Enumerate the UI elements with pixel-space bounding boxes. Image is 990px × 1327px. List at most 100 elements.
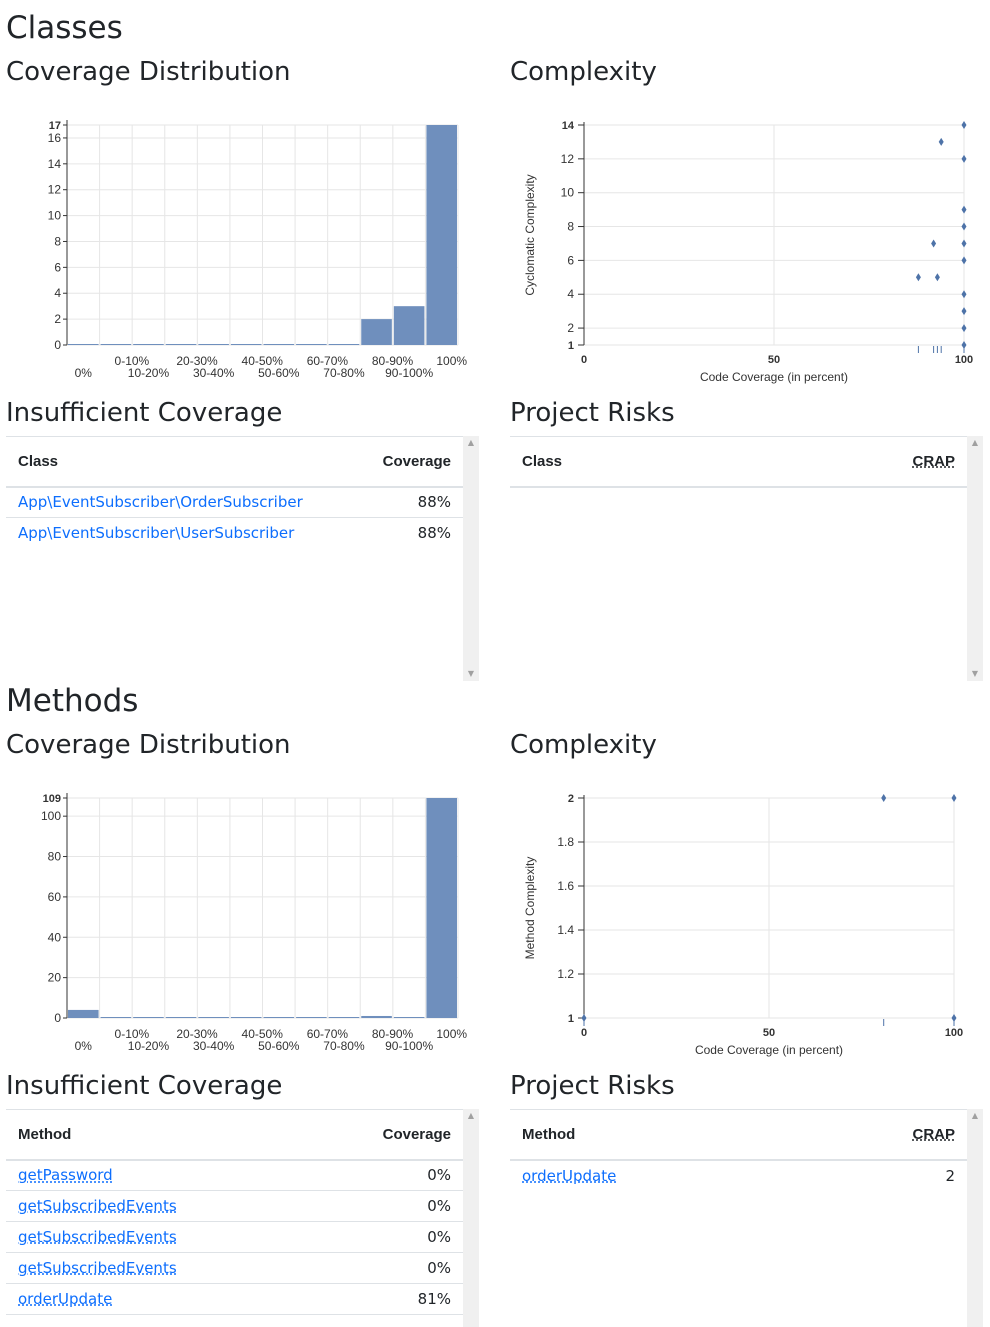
- scroll-down-arrow-icon[interactable]: ▼: [971, 669, 979, 678]
- data-point: [915, 273, 921, 282]
- x-tick-label: 80-90%: [372, 1027, 414, 1041]
- class-link[interactable]: App\EventSubscriber\UserSubscriber: [18, 524, 295, 543]
- x-tick-label: 100%: [436, 1027, 467, 1041]
- scroll-up-arrow-icon[interactable]: ▲: [971, 438, 979, 447]
- scroll-up-arrow-icon[interactable]: ▲: [467, 1111, 475, 1120]
- method-link[interactable]: getPassword: [18, 1166, 113, 1185]
- y-tick-label: 12: [561, 152, 575, 166]
- x-axis-title: Code Coverage (in percent): [700, 370, 848, 384]
- y-tick-label: 4: [567, 287, 574, 301]
- y-tick-label: 14: [48, 157, 62, 171]
- bar: [393, 306, 425, 345]
- y-tick-label: 60: [48, 890, 62, 904]
- method-link[interactable]: getSubscribedEvents: [18, 1197, 177, 1215]
- bar: [68, 344, 99, 345]
- table-row: getPassword 0%: [6, 1159, 463, 1191]
- method-link[interactable]: getSubscribedEvents: [18, 1259, 177, 1277]
- class-link[interactable]: App\EventSubscriber\OrderSubscriber: [18, 493, 303, 512]
- methods-complexity-chart: 0 50 100 1 1.2 1.4 1.6 1.8 2 Code Coverage (in pe…: [523, 793, 963, 1057]
- x-tick-label: 10-20%: [128, 1039, 170, 1053]
- y-tick-label: 8: [567, 220, 574, 234]
- bar: [133, 344, 164, 345]
- scroll-down-arrow-icon[interactable]: ▼: [467, 669, 475, 678]
- x-tick-label: 100%: [436, 354, 467, 368]
- data-point: [961, 324, 967, 333]
- scrollbar[interactable]: ▲ ▼: [463, 436, 479, 681]
- methods-risks-table[interactable]: Method CRAP orderUpdate 2 ▲: [510, 1109, 983, 1327]
- scroll-up-arrow-icon[interactable]: ▲: [971, 1111, 979, 1120]
- crap-value: 2: [945, 1166, 955, 1185]
- classes-complexity-title: Complexity: [510, 57, 657, 87]
- bar: [198, 344, 229, 345]
- coverage-value: 0%: [309, 1221, 463, 1253]
- x-tick-label: 30-40%: [193, 1039, 235, 1053]
- y-tick-label: 14: [562, 120, 575, 132]
- x-tick-label: 60-70%: [307, 1027, 349, 1041]
- bar: [68, 1009, 99, 1018]
- y-tick-label: 109: [43, 793, 61, 805]
- column-header-method: Method: [6, 1109, 310, 1161]
- column-header-method: Method: [510, 1109, 803, 1161]
- data-point: [931, 239, 937, 248]
- table-row: App\EventSubscriber\UserSubscriber 88%: [6, 518, 463, 549]
- scrollbar[interactable]: ▲: [967, 1109, 983, 1327]
- classes-insufficient-title: Insufficient Coverage: [6, 398, 283, 428]
- bar: [133, 1017, 164, 1018]
- y-tick-label: 12: [48, 183, 62, 197]
- column-header-class: Class: [6, 436, 358, 488]
- table-row: getSubscribedEvents 0%: [6, 1190, 463, 1222]
- bar: [230, 1017, 262, 1018]
- x-tick-label: 80-90%: [372, 354, 414, 368]
- methods-insufficient-table[interactable]: Method Coverage getPassword 0% getSubscr…: [6, 1109, 479, 1327]
- x-tick-label: 0%: [75, 1039, 93, 1053]
- classes-coverage-title: Coverage Distribution: [6, 57, 291, 87]
- y-tick-label: 6: [54, 260, 61, 274]
- x-tick-label: 90-100%: [385, 1039, 433, 1053]
- y-tick-label: 6: [567, 253, 574, 267]
- scrollbar[interactable]: ▲: [463, 1109, 479, 1327]
- bar: [100, 1017, 132, 1018]
- x-tick-label: 40-50%: [242, 1027, 284, 1041]
- column-header-crap: CRAP: [912, 1125, 955, 1143]
- methods-coverage-title: Coverage Distribution: [6, 730, 291, 760]
- x-tick-label: 70-80%: [323, 1039, 365, 1053]
- data-point: [961, 239, 967, 248]
- bar: [296, 344, 327, 345]
- y-tick-label: 100: [41, 809, 61, 823]
- method-link[interactable]: getSubscribedEvents: [18, 1228, 177, 1246]
- column-header-crap: CRAP: [912, 452, 955, 470]
- x-tick-label: 10-20%: [128, 366, 170, 380]
- method-link[interactable]: orderUpdate: [522, 1166, 617, 1185]
- classes-insufficient-table[interactable]: Class Coverage App\EventSubscriber\Order…: [6, 436, 479, 681]
- data-point: [881, 794, 887, 802]
- x-tick-label: 50: [763, 1027, 775, 1039]
- method-link[interactable]: orderUpdate: [18, 1290, 113, 1308]
- methods-coverage-chart: 0 20 40 60 80 100 109 0% 0-10%10-20% 20-30%30-40%…: [41, 793, 467, 1053]
- column-header-coverage: Coverage: [309, 1109, 463, 1161]
- methods-insufficient-title: Insufficient Coverage: [6, 1071, 283, 1101]
- data-point: [961, 205, 967, 214]
- bar: [165, 344, 197, 345]
- data-point: [951, 794, 957, 802]
- y-tick-label: 1.6: [557, 879, 574, 893]
- y-tick-label: 1.2: [557, 967, 574, 981]
- y-tick-label: 10: [561, 186, 575, 200]
- bar: [426, 125, 457, 345]
- scrollbar[interactable]: ▲ ▼: [967, 436, 983, 681]
- data-point: [938, 137, 944, 146]
- table-row: getSubscribedEvents 0%: [6, 1252, 463, 1284]
- data-point: [961, 154, 967, 163]
- bar: [328, 1017, 360, 1018]
- x-tick-label: 0: [581, 354, 587, 366]
- bar: [426, 798, 457, 1018]
- scroll-up-arrow-icon[interactable]: ▲: [467, 438, 475, 447]
- y-tick-label: 2: [567, 321, 574, 335]
- methods-complexity-title: Complexity: [510, 730, 657, 760]
- x-tick-label: 20-30%: [176, 1027, 218, 1041]
- y-tick-label: 1.8: [557, 835, 574, 849]
- classes-risks-table[interactable]: Class CRAP ▲ ▼: [510, 436, 983, 681]
- y-axis-title: Cyclomatic Complexity: [523, 174, 537, 295]
- bar: [263, 1017, 295, 1018]
- y-tick-label: 10: [48, 209, 62, 223]
